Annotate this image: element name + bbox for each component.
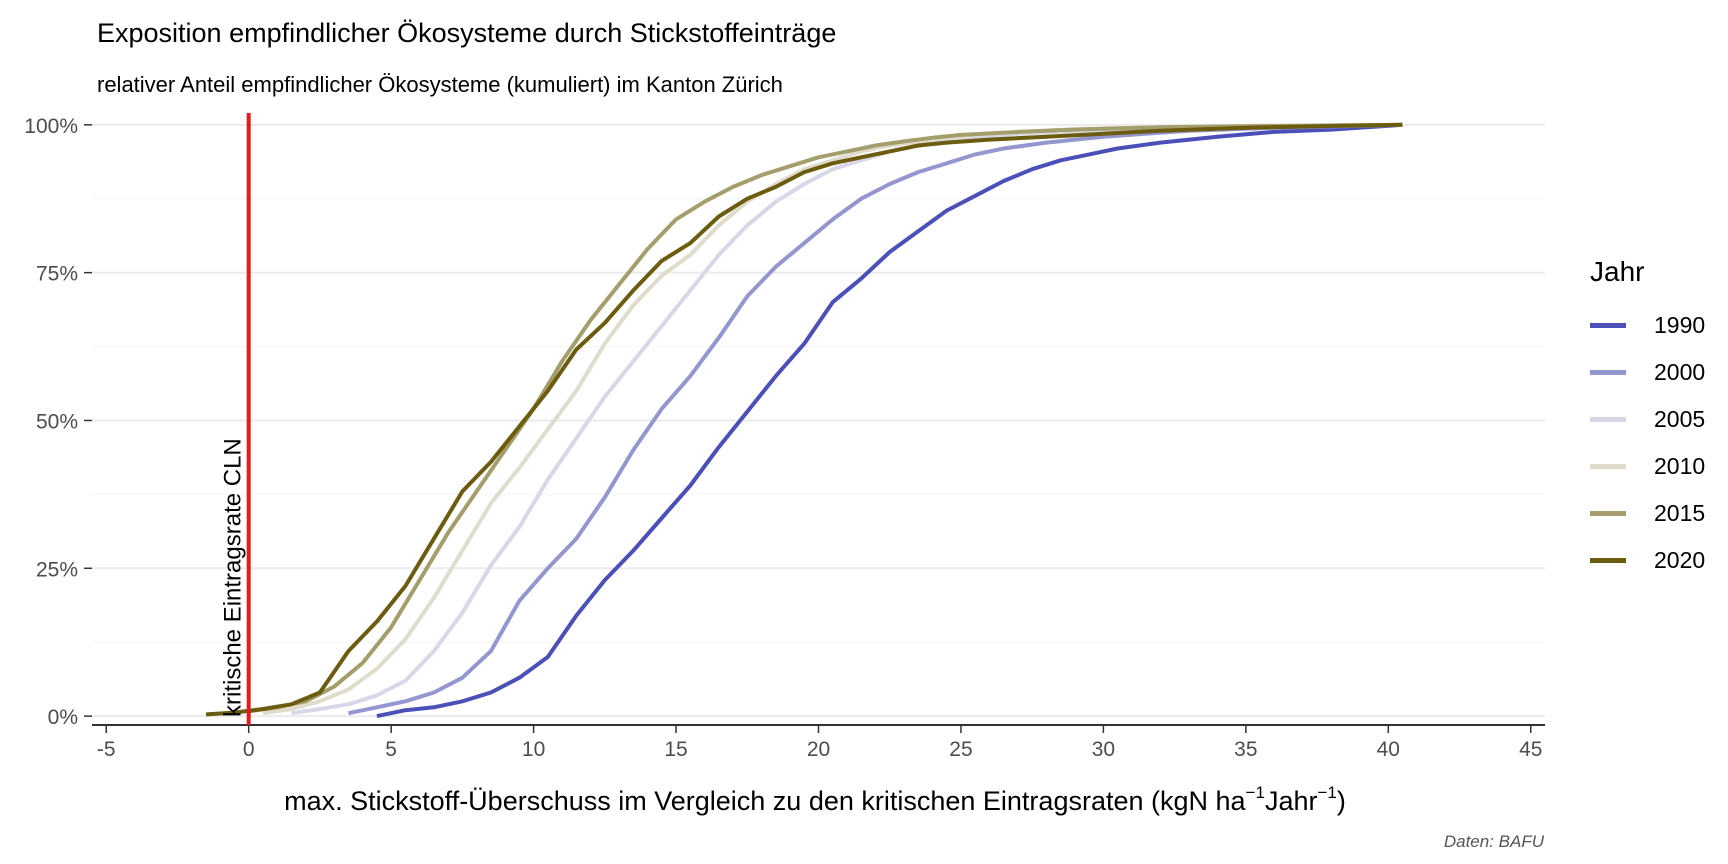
series-layer [205,122,1403,719]
legend-swatch-2005 [1590,417,1626,422]
chart-subtitle: relativer Anteil empfindlicher Ökosystem… [97,72,783,97]
legend-item-2020: 2020 [1590,537,1705,584]
legend-label-2010: 2010 [1654,453,1706,479]
legend-swatch-2020 [1590,558,1626,563]
x-axis-label-sup1: −1 [1246,783,1265,802]
x-tick-label: 25 [949,738,972,761]
legend-title: Jahr [1590,256,1645,287]
x-tick-label: 30 [1092,738,1115,761]
y-tick-label: 100% [24,115,78,138]
legend-label-2015: 2015 [1654,500,1706,526]
x-axis-label-end: ) [1337,786,1346,816]
x-tick-label: 20 [807,738,830,761]
legend-item-2015: 2015 [1590,490,1705,537]
legend-swatch-2015 [1590,511,1626,516]
y-tick-label: 25% [36,558,78,581]
series-line-2000 [347,122,1403,716]
x-tick-label: 35 [1234,738,1257,761]
axis-layer: 0% 25% 50% 75% 100% -5 0 5 10 15 20 25 30 35 40 45 [24,115,1545,761]
series-line-2005 [291,122,1403,716]
x-tick-label: 15 [664,738,687,761]
x-tick-label: 45 [1519,738,1542,761]
legend-label-2005: 2005 [1654,406,1706,432]
x-axis-label: max. Stickstoff-Überschuss im Vergleich … [284,783,1346,816]
y-tick-label: 75% [36,263,78,286]
series-line-1990 [376,122,1403,719]
x-axis-label-sup2: −1 [1317,783,1336,802]
data-source-caption: Daten: BAFU [1443,832,1544,851]
legend-item-2005: 2005 [1590,396,1705,443]
x-axis-label-main: max. Stickstoff-Überschuss im Vergleich … [284,786,1246,816]
y-tick-label: 50% [36,410,78,433]
x-axis-label-mid: Jahr [1265,786,1318,816]
grid-layer [92,123,1545,718]
series-line-2020 [205,122,1403,717]
y-tick-label: 0% [48,706,78,729]
critical-rate-label: kritische Eintragsrate CLN [220,438,247,717]
x-tick-label: -5 [97,738,116,761]
series-line-2015 [248,122,1403,714]
legend-item-1990: 1990 [1590,302,1705,349]
legend-label-2020: 2020 [1654,547,1706,573]
legend-swatch-2010 [1590,464,1626,469]
legend-swatch-2000 [1590,370,1626,375]
x-tick-label: 10 [522,738,545,761]
legend-item-2000: 2000 [1590,349,1705,396]
legend-item-2010: 2010 [1590,443,1705,490]
x-tick-label: 40 [1377,738,1400,761]
legend-label-1990: 1990 [1654,312,1706,338]
legend-label-2000: 2000 [1654,359,1706,385]
series-line-2010 [262,122,1403,716]
annotation-layer: kritische Eintragsrate CLN [220,113,251,725]
legend-swatch-1990 [1590,323,1626,328]
chart-title: Exposition empfindlicher Ökosysteme durc… [97,18,837,48]
x-tick-label: 0 [243,738,255,761]
legend: Jahr 1990 2000 2005 2010 2015 2020 [1590,256,1705,584]
x-tick-label: 5 [385,738,397,761]
